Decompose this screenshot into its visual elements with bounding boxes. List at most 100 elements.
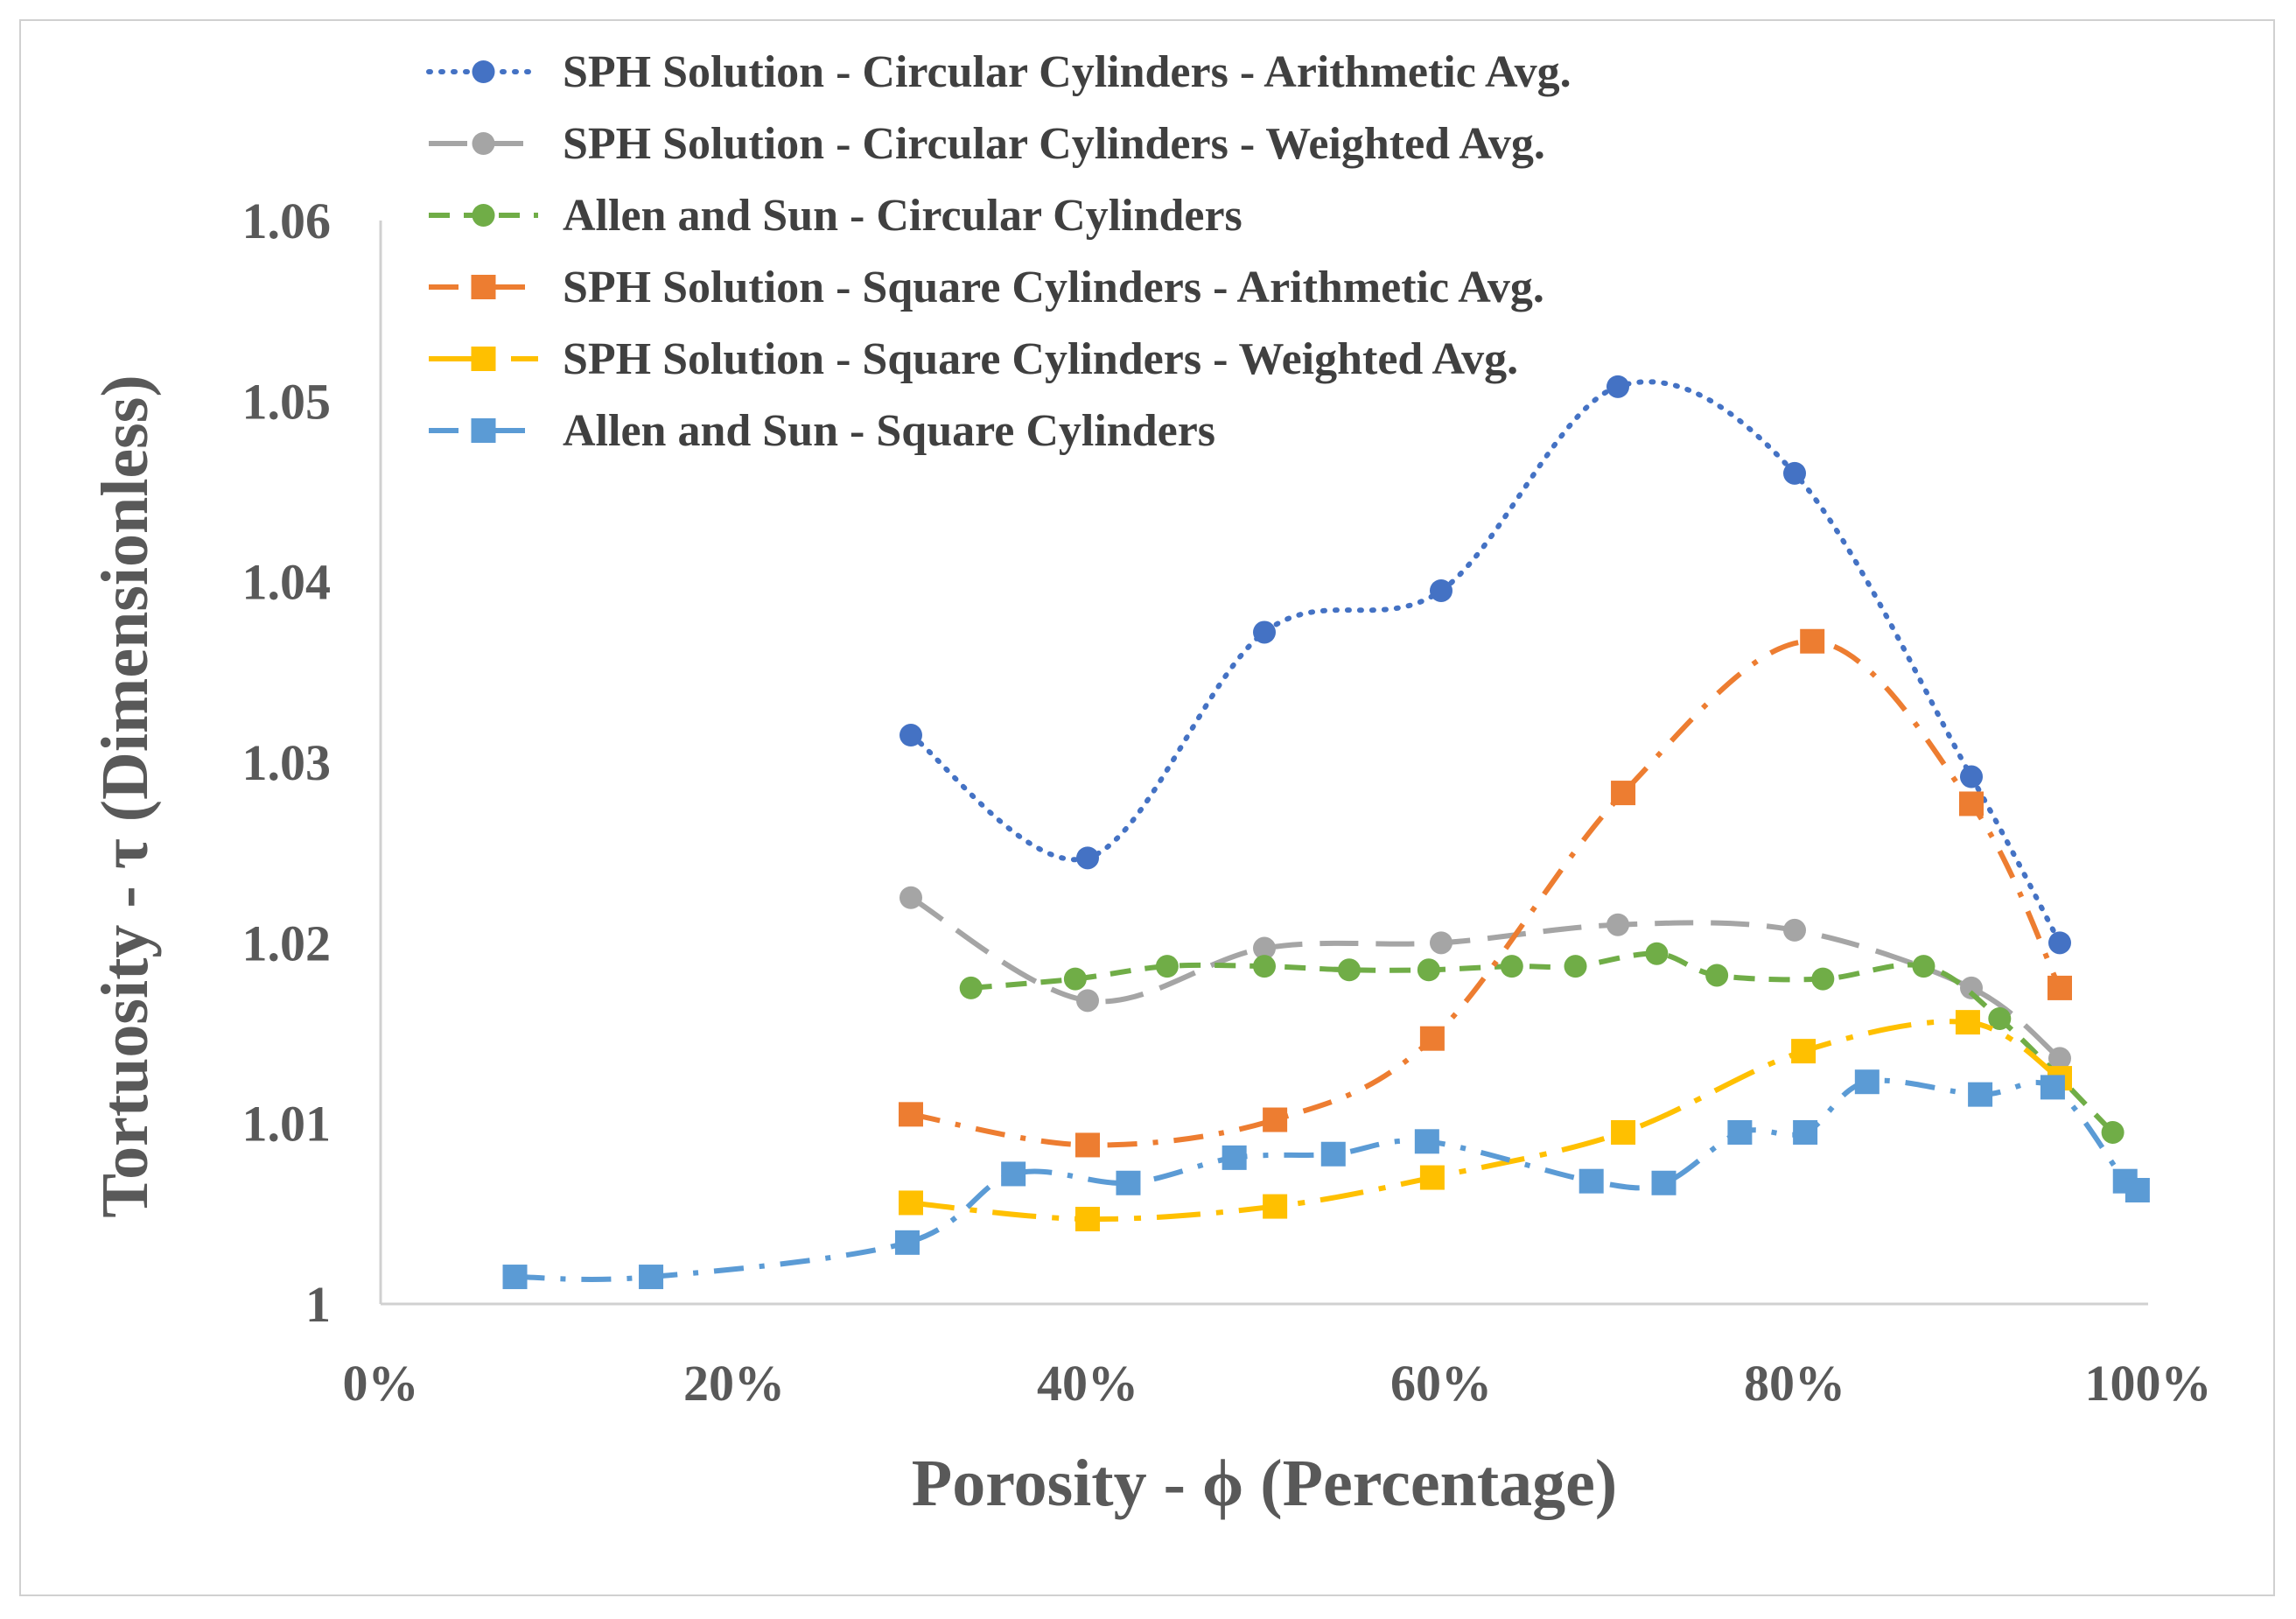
data-point: [1263, 1107, 1288, 1132]
series-2: [900, 886, 2071, 1070]
legend-item: Allen and Sun - Square Cylinders: [429, 406, 1215, 456]
legend-item: Allen and Sun - Circular Cylinders: [429, 191, 1242, 241]
data-point: [1783, 918, 1806, 942]
series-line: [910, 638, 2062, 1148]
x-axis-title: Porosity - ϕ (Percentage): [912, 1447, 1617, 1520]
data-point: [1222, 1145, 1247, 1170]
series-line: [970, 950, 2115, 1135]
y-tick-label: 1.05: [242, 373, 332, 430]
data-point: [1960, 976, 1983, 999]
data-point: [1430, 931, 1452, 955]
legend-label: SPH Solution - Circular Cylinders - Weig…: [563, 119, 1545, 169]
data-point: [1253, 955, 1276, 978]
data-point: [1912, 955, 1936, 978]
series-line: [514, 1077, 2140, 1282]
data-point: [2040, 1075, 2065, 1100]
x-tick-label: 100%: [2085, 1355, 2212, 1412]
data-point: [1988, 1006, 2012, 1030]
data-point: [1430, 578, 1452, 602]
data-point: [1417, 958, 1440, 982]
data-point: [1960, 765, 1983, 788]
legend-item: SPH Solution - Square Cylinders - Arithm…: [429, 263, 1544, 312]
data-point: [2048, 1047, 2071, 1070]
legend-marker: [472, 204, 495, 227]
data-point: [1337, 958, 1361, 982]
data-point: [502, 1265, 528, 1290]
data-point: [899, 1190, 923, 1216]
data-point: [1651, 1170, 1676, 1195]
series-1: [900, 375, 2071, 955]
legend-marker: [471, 347, 496, 371]
data-point: [1793, 1119, 1818, 1145]
data-point: [1076, 846, 1099, 870]
data-point: [1116, 1170, 1141, 1195]
data-point: [1063, 967, 1087, 991]
y-axis-title: Tortuosity - τ (Dimensionless): [88, 375, 162, 1217]
data-point: [1606, 913, 1629, 936]
data-point: [1611, 781, 1636, 806]
data-point: [2048, 975, 2072, 1000]
legend-marker: [471, 418, 496, 443]
x-tick-label: 40%: [1037, 1355, 1138, 1412]
y-tick-label: 1.04: [242, 554, 332, 611]
series-line: [909, 895, 2062, 1061]
data-point: [1564, 955, 1587, 978]
data-point: [1727, 1119, 1753, 1145]
legend-label: SPH Solution - Circular Cylinders - Arit…: [563, 47, 1572, 97]
data-point: [1253, 620, 1276, 644]
legend-label: SPH Solution - Square Cylinders - Weight…: [563, 334, 1518, 384]
data-point: [894, 1230, 920, 1255]
data-point: [1606, 375, 1629, 398]
data-point: [1419, 1165, 1445, 1190]
y-tick-label: 1.01: [242, 1096, 332, 1153]
x-tick-label: 0%: [343, 1355, 419, 1412]
y-tick-label: 1.02: [242, 915, 332, 971]
chart-frame: [19, 19, 2275, 1596]
series-line: [910, 1019, 2062, 1223]
data-point: [1783, 461, 1806, 485]
data-point: [2048, 931, 2071, 955]
data-point: [1253, 936, 1276, 960]
legend-label: Allen and Sun - Circular Cylinders: [563, 191, 1242, 241]
data-point: [1076, 989, 1099, 1013]
data-point: [1419, 1026, 1445, 1051]
legend-label: Allen and Sun - Square Cylinders: [563, 406, 1215, 456]
data-point: [2101, 1120, 2124, 1144]
data-point: [1645, 942, 1669, 965]
series-line: [908, 379, 2062, 946]
axes: 0% 20% 40% 60% 80% 100% 1 1.01 1.02 1.03 1.04 1.05 1…: [242, 193, 2212, 1412]
data-point: [1959, 791, 1984, 817]
y-tick-label: 1: [305, 1276, 331, 1333]
data-point: [900, 886, 922, 909]
legend-marker: [471, 275, 496, 299]
data-point: [1800, 628, 1825, 654]
data-point: [1705, 964, 1729, 987]
data-point: [1263, 1194, 1288, 1219]
data-point: [1001, 1161, 1026, 1187]
data-point: [1320, 1141, 1346, 1167]
y-tick-label: 1.03: [242, 734, 332, 791]
x-tick-label: 60%: [1390, 1355, 1492, 1412]
data-point: [1075, 1132, 1100, 1158]
series-4: [899, 628, 2072, 1158]
series-6: [502, 1069, 2150, 1290]
data-point: [1075, 1207, 1100, 1232]
series-5: [899, 1010, 2072, 1232]
legend-label: SPH Solution - Square Cylinders - Arithm…: [563, 263, 1544, 312]
data-point: [1414, 1129, 1439, 1154]
data-point: [1854, 1069, 1880, 1095]
x-tick-label: 80%: [1744, 1355, 1845, 1412]
legend-item: SPH Solution - Circular Cylinders - Weig…: [429, 119, 1545, 169]
x-tick-label: 20%: [683, 1355, 785, 1412]
data-point: [899, 1102, 923, 1127]
legend-item: SPH Solution - Circular Cylinders - Arit…: [426, 47, 1572, 97]
series-3: [959, 942, 2124, 1144]
data-point: [1791, 1039, 1816, 1064]
data-point: [1611, 1119, 1636, 1145]
legend-marker: [472, 60, 495, 83]
legend: SPH Solution - Circular Cylinders - Arit…: [426, 47, 1572, 456]
data-point: [1578, 1168, 1604, 1194]
data-point: [1968, 1082, 1993, 1107]
data-point: [1500, 955, 1523, 978]
